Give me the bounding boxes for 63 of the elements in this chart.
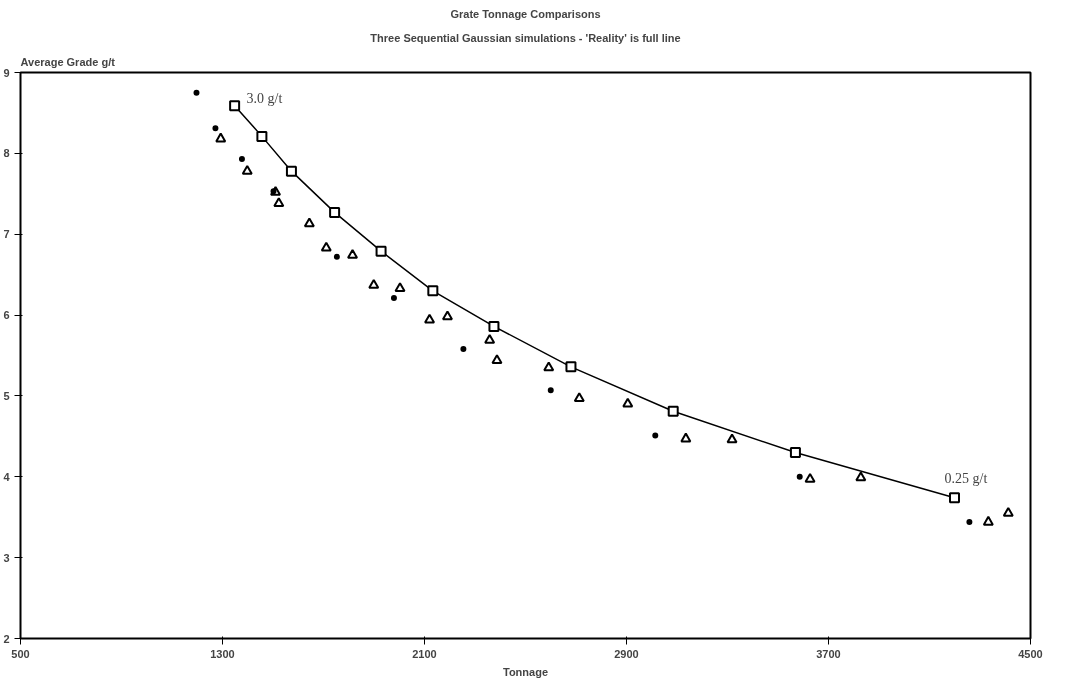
- point: [573, 392, 585, 402]
- x-tick-label: 4500: [1018, 647, 1043, 660]
- point: [982, 515, 994, 526]
- x-tick-label: 500: [11, 647, 30, 660]
- point: [347, 249, 359, 259]
- point: [320, 241, 332, 252]
- point: [333, 253, 340, 260]
- point: [390, 295, 397, 302]
- y-tick-label: 9: [3, 66, 10, 79]
- point: [256, 130, 268, 142]
- point: [229, 100, 241, 112]
- point: [680, 432, 692, 443]
- point: [270, 188, 277, 195]
- y-tick-label: 7: [3, 228, 10, 241]
- chart-title: Grate Tonnage Comparisons: [450, 7, 601, 20]
- y-tick-label: 5: [3, 389, 10, 402]
- point: [622, 397, 634, 408]
- annotation: 3.0 g/t: [246, 90, 283, 106]
- point: [667, 405, 679, 417]
- point: [796, 473, 803, 480]
- point: [460, 346, 467, 353]
- point: [394, 282, 406, 292]
- point: [273, 197, 285, 208]
- y-tick-label: 3: [3, 551, 10, 564]
- point: [212, 125, 219, 132]
- point: [488, 320, 500, 332]
- point: [215, 132, 227, 143]
- point: [484, 333, 496, 344]
- x-tick-label: 2900: [614, 647, 639, 660]
- point: [804, 473, 816, 483]
- point: [441, 310, 453, 321]
- chart-subtitle: Three Sequential Gaussian simulations - 'Reality' is full line: [370, 31, 681, 44]
- point: [1002, 506, 1014, 517]
- annotation: 0.25 g/t: [944, 470, 988, 486]
- x-tick-label: 2100: [412, 647, 437, 660]
- y-tick-label: 8: [3, 147, 10, 160]
- x-tick-label: 1300: [210, 647, 235, 660]
- point: [652, 432, 659, 439]
- y-tick-label: 4: [3, 470, 11, 483]
- point: [726, 433, 738, 444]
- x-tick-label: 3700: [816, 647, 841, 660]
- point: [424, 313, 436, 324]
- y-tick-label: 6: [3, 309, 10, 322]
- x-axis-title: Tonnage: [502, 665, 549, 678]
- point: [565, 361, 577, 373]
- y-tick-label: 2: [3, 632, 10, 645]
- point: [491, 354, 503, 364]
- point: [368, 278, 380, 289]
- point: [285, 165, 297, 177]
- point: [547, 387, 554, 394]
- point: [543, 361, 555, 372]
- point: [427, 285, 439, 297]
- point: [375, 245, 387, 257]
- point: [789, 447, 801, 459]
- y-axis-title: Average Grade g/t: [20, 55, 116, 68]
- point: [855, 471, 867, 482]
- point: [329, 206, 341, 218]
- point: [949, 492, 960, 504]
- point: [238, 156, 245, 163]
- point: [303, 217, 315, 228]
- point: [193, 89, 200, 96]
- point: [966, 519, 973, 526]
- point: [241, 164, 253, 175]
